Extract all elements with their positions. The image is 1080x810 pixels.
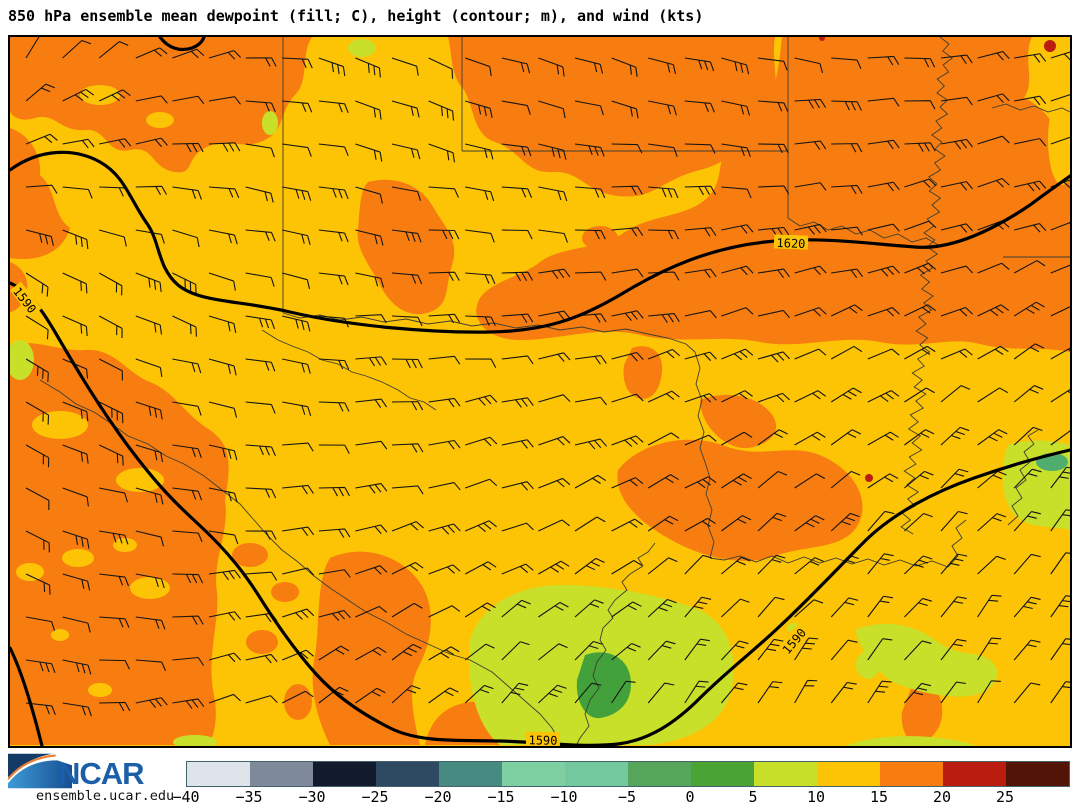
colorbar-segment — [943, 762, 1006, 786]
colorbar-segment — [376, 762, 439, 786]
colorbar-tick-label: 0 — [685, 788, 695, 806]
colorbar-tick-label: −15 — [487, 788, 515, 806]
colorbar-segment — [565, 762, 628, 786]
map-title: 850 hPa ensemble mean dewpoint (fill; C)… — [8, 7, 704, 25]
colorbar-segment — [439, 762, 502, 786]
colorbar-tick-label: 25 — [995, 788, 1015, 806]
colorbar-segment — [187, 762, 250, 786]
wind-barb-field — [25, 37, 1070, 717]
colorbar-segment — [880, 762, 943, 786]
ncar-logo-orange-swoosh — [8, 754, 56, 780]
colorbar-segment — [817, 762, 880, 786]
colorbar-tick-label: −20 — [424, 788, 452, 806]
height-contour-corner — [10, 646, 44, 746]
colorbar-segment — [754, 762, 817, 786]
colorbar-segment — [313, 762, 376, 786]
colorbar-tick-label: −10 — [550, 788, 578, 806]
dewpoint-fill-green-regions — [10, 39, 1070, 746]
title-bar: 850 hPa ensemble mean dewpoint (fill; C)… — [0, 0, 1080, 93]
dewpoint-fill-orange-regions — [10, 37, 1070, 745]
ncar-logo-text: NCAR — [58, 756, 145, 791]
site-url: ensemble.ucar.edu — [36, 788, 175, 804]
colorbar-segment — [250, 762, 313, 786]
branding: NCAR ensemble.ucar.edu — [8, 750, 238, 810]
colorbar-tick-label: −30 — [298, 788, 326, 806]
colorbar-tick-label: −5 — [617, 788, 637, 806]
dewpoint-colorbar — [186, 761, 1070, 787]
colorbar-tick-label: 10 — [806, 788, 826, 806]
colorbar-segment — [691, 762, 754, 786]
map-area: 1590 1620 1590 1590 — [8, 35, 1072, 748]
dewpoint-fill-yellow-holes — [16, 85, 1070, 697]
svg-text:1590: 1590 — [528, 733, 557, 746]
height-contours — [10, 37, 1070, 746]
colorbar-segment — [1006, 762, 1069, 786]
colorbar-tick-label: −40 — [172, 788, 200, 806]
height-contour-closed-top — [158, 37, 206, 52]
colorbar-segment — [628, 762, 691, 786]
colorbar-tick-labels: −40 −35 −30 −25 −20 −15 −10 −5 0 5 10 15 20 25 — [172, 788, 1080, 808]
colorbar-tick-label: 15 — [869, 788, 889, 806]
colorbar-tick-label: 5 — [748, 788, 758, 806]
colorbar-tick-label: 20 — [932, 788, 952, 806]
footer-bar: NCAR ensemble.ucar.edu −40 −35 −30 −25 −20 −1… — [0, 748, 1080, 810]
height-contour-1590 — [10, 281, 1070, 746]
ncar-logo-dark-wedge — [8, 753, 53, 777]
colorbar-segment — [502, 762, 565, 786]
svg-text:1620: 1620 — [776, 236, 805, 251]
height-contour-1620 — [10, 150, 1070, 334]
dewpoint-fill-red-spots — [819, 37, 1056, 482]
colorbar-tick-label: −35 — [235, 788, 263, 806]
ncar-logo — [8, 753, 72, 789]
ncar-logo-blue-body — [8, 760, 72, 789]
colorbar-tick-label: −25 — [361, 788, 389, 806]
